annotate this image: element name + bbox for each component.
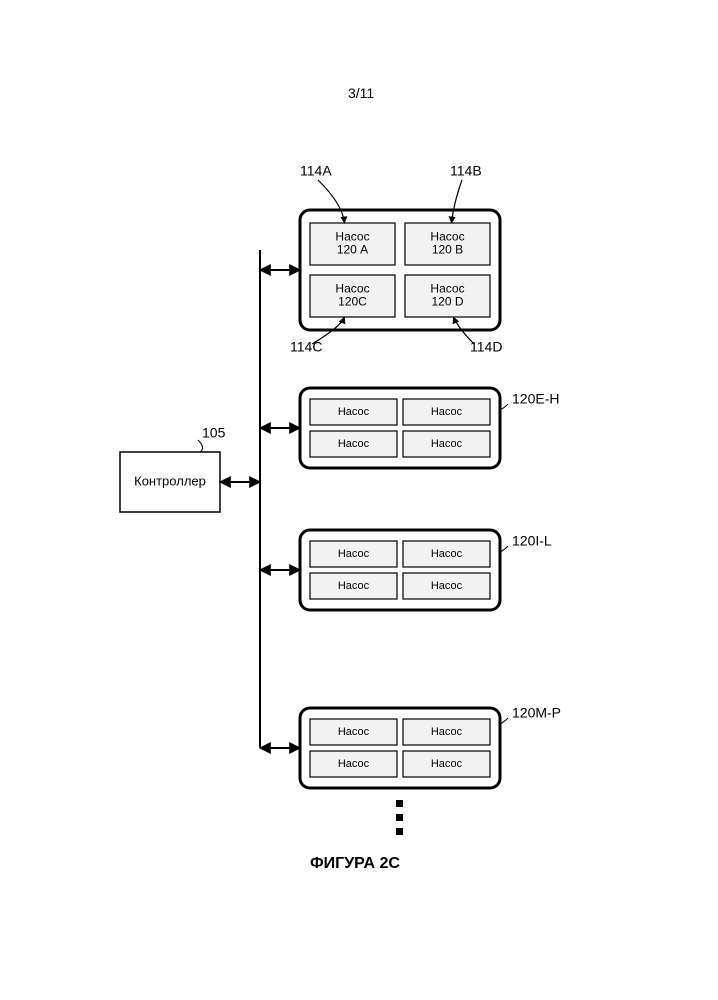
svg-text:Насос: Насос (338, 726, 370, 738)
svg-text:120E-H: 120E-H (512, 391, 559, 407)
svg-text:Насос120C: Насос120C (335, 282, 369, 309)
svg-text:Насос: Насос (338, 758, 370, 770)
svg-text:120I-L: 120I-L (512, 533, 552, 549)
svg-text:Насос: Насос (431, 548, 463, 560)
diagram-svg: Контроллер105Насос120 AНасос120 BНасос12… (0, 0, 718, 1000)
diagram-page: 3/11 ФИГУРА 2C Контроллер105Насос120 AНа… (0, 0, 718, 1000)
svg-text:114D: 114D (470, 339, 502, 355)
svg-text:105: 105 (202, 425, 226, 441)
svg-text:Насос: Насос (338, 580, 370, 592)
svg-text:Насос120 D: Насос120 D (430, 282, 464, 309)
svg-text:Насос: Насос (431, 758, 463, 770)
svg-text:Насос: Насос (431, 580, 463, 592)
svg-text:Насос: Насос (338, 438, 370, 450)
svg-text:Насос: Насос (338, 406, 370, 418)
svg-text:114A: 114A (300, 163, 332, 179)
svg-text:Насос120 B: Насос120 B (430, 230, 464, 257)
svg-text:Насос: Насос (431, 438, 463, 450)
svg-text:Насос: Насос (431, 726, 463, 738)
svg-text:Насос120 A: Насос120 A (335, 230, 369, 257)
svg-text:Контроллер: Контроллер (134, 473, 206, 488)
svg-text:120M-P: 120M-P (512, 705, 561, 721)
svg-text:Насос: Насос (338, 548, 370, 560)
svg-text:114B: 114B (450, 163, 482, 179)
svg-text:Насос: Насос (431, 406, 463, 418)
